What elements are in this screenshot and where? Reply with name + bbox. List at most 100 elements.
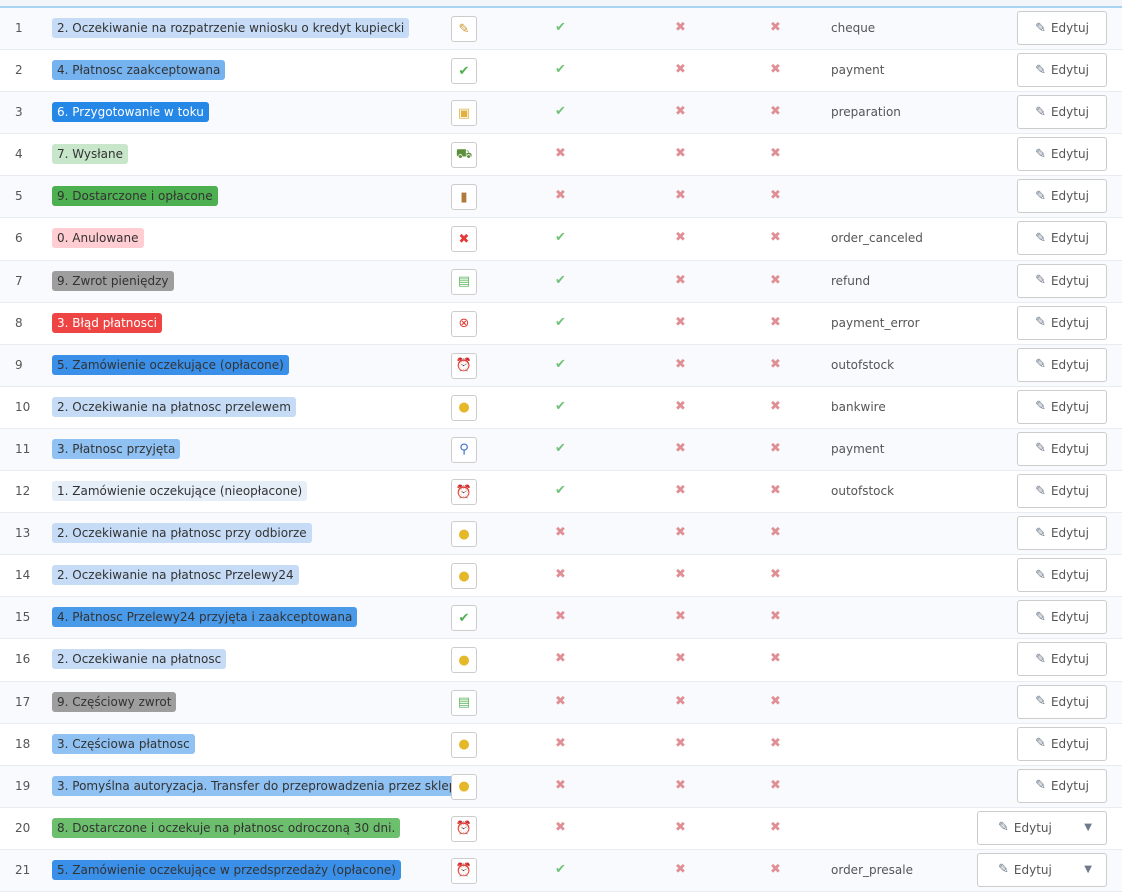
cross-icon[interactable]: ✖: [675, 567, 686, 583]
cross-icon[interactable]: ✖: [770, 861, 781, 877]
table-row: 13 2. Oczekiwanie na płatnosc przy odbio…: [0, 513, 1122, 556]
edit-button[interactable]: ✎ Edytuj: [1017, 263, 1107, 298]
edit-button[interactable]: ✎ Edytuj ▼: [977, 810, 1107, 845]
cross-icon[interactable]: ✖: [675, 104, 686, 120]
check-icon[interactable]: ✔: [555, 62, 566, 78]
edit-button[interactable]: ✎ Edytuj: [1017, 11, 1107, 45]
check-icon[interactable]: ✔: [555, 440, 566, 456]
check-icon[interactable]: ✔: [555, 483, 566, 499]
cross-icon[interactable]: ✖: [555, 146, 566, 162]
edit-button[interactable]: ✎ Edytuj: [1017, 474, 1107, 509]
cross-icon[interactable]: ✖: [675, 693, 686, 709]
cross-icon[interactable]: ✖: [555, 609, 566, 625]
pencil-icon: ✎: [1035, 441, 1046, 457]
cross-icon[interactable]: ✖: [770, 62, 781, 78]
cross-icon[interactable]: ✖: [555, 188, 566, 204]
cross-icon[interactable]: ✖: [555, 525, 566, 541]
cross-icon[interactable]: ✖: [770, 20, 781, 35]
cross-icon[interactable]: ✖: [675, 188, 686, 204]
caret-down-icon[interactable]: ▼: [1084, 822, 1092, 834]
edit-button[interactable]: ✎ Edytuj: [1017, 137, 1107, 172]
template-name: outofstock: [831, 357, 895, 372]
edit-button[interactable]: ✎ Edytuj: [1017, 684, 1107, 719]
cross-icon[interactable]: ✖: [555, 651, 566, 667]
status-badge: 5. Zamówienie oczekujące w przedsprzedaż…: [52, 859, 401, 880]
cross-icon[interactable]: ✖: [675, 62, 686, 78]
cross-icon[interactable]: ✖: [770, 735, 781, 751]
cross-icon[interactable]: ✖: [770, 188, 781, 204]
edit-button[interactable]: ✎ Edytuj: [1017, 600, 1107, 635]
cross-icon[interactable]: ✖: [770, 609, 781, 625]
check-icon[interactable]: ✔: [555, 861, 566, 877]
status-badge: 2. Oczekiwanie na rozpatrzenie wniosku o…: [52, 18, 410, 38]
cross-icon[interactable]: ✖: [675, 483, 686, 499]
edit-button[interactable]: ✎ Edytuj: [1017, 53, 1107, 88]
cross-icon[interactable]: ✖: [555, 819, 566, 835]
edit-button[interactable]: ✎ Edytuj: [1017, 389, 1107, 424]
edit-button[interactable]: ✎ Edytuj: [1017, 516, 1107, 551]
cross-icon[interactable]: ✖: [675, 230, 686, 246]
check-icon[interactable]: ✔: [555, 272, 566, 288]
cross-icon[interactable]: ✖: [675, 777, 686, 793]
edit-button[interactable]: ✎ Edytuj: [1017, 642, 1107, 677]
check-icon[interactable]: ✔: [555, 230, 566, 246]
cross-icon[interactable]: ✖: [675, 356, 686, 372]
cross-icon[interactable]: ✖: [675, 314, 686, 330]
cross-icon[interactable]: ✖: [675, 525, 686, 541]
cross-icon[interactable]: ✖: [675, 440, 686, 456]
cross-icon[interactable]: ✖: [675, 861, 686, 877]
truck-icon: ⛟: [451, 142, 477, 169]
table-row: 17 9. Częściowy zwrot ▤ ✖ ✖ ✖ ✎ Edytuj: [0, 681, 1122, 724]
cross-icon[interactable]: ✖: [675, 819, 686, 835]
edit-button[interactable]: ✎ Edytuj: [1017, 305, 1107, 340]
row-id: 17: [15, 694, 31, 709]
cross-icon[interactable]: ✖: [770, 525, 781, 541]
edit-button[interactable]: ✎ Edytuj: [1017, 221, 1107, 256]
cross-icon[interactable]: ✖: [770, 314, 781, 330]
cross-icon[interactable]: ✖: [770, 693, 781, 709]
cross-icon[interactable]: ✖: [770, 398, 781, 414]
check-icon[interactable]: ✔: [555, 356, 566, 372]
cross-icon[interactable]: ✖: [555, 735, 566, 751]
cross-icon[interactable]: ✖: [675, 146, 686, 162]
check-icon[interactable]: ✔: [555, 104, 566, 120]
cross-icon[interactable]: ✖: [555, 777, 566, 793]
cross-icon[interactable]: ✖: [675, 272, 686, 288]
check-icon[interactable]: ✔: [555, 20, 566, 35]
cross-icon[interactable]: ✖: [770, 777, 781, 793]
cross-icon[interactable]: ✖: [555, 693, 566, 709]
pencil-icon: ✎: [1035, 20, 1046, 36]
edit-button[interactable]: ✎ Edytuj: [1017, 347, 1107, 382]
cross-icon[interactable]: ✖: [675, 609, 686, 625]
check-icon[interactable]: ✔: [555, 314, 566, 330]
row-id: 4: [15, 147, 23, 162]
template-name: cheque: [831, 21, 876, 35]
edit-button[interactable]: ✎ Edytuj: [1017, 179, 1107, 214]
money-icon: ▤: [451, 689, 477, 716]
cross-icon[interactable]: ✖: [770, 440, 781, 456]
cross-icon[interactable]: ✖: [770, 819, 781, 835]
cross-icon[interactable]: ✖: [675, 735, 686, 751]
check-icon[interactable]: ✔: [555, 398, 566, 414]
template-name: order_canceled: [831, 231, 923, 246]
cross-icon[interactable]: ✖: [675, 20, 686, 35]
edit-button[interactable]: ✎ Edytuj ▼: [977, 852, 1107, 887]
cross-icon[interactable]: ✖: [770, 651, 781, 667]
edit-button[interactable]: ✎ Edytuj: [1017, 95, 1107, 130]
cross-icon[interactable]: ✖: [770, 356, 781, 372]
row-id: 3: [15, 105, 23, 120]
cross-icon[interactable]: ✖: [770, 230, 781, 246]
cross-icon[interactable]: ✖: [555, 567, 566, 583]
edit-button[interactable]: ✎ Edytuj: [1017, 768, 1107, 803]
cross-icon[interactable]: ✖: [770, 483, 781, 499]
cross-icon[interactable]: ✖: [770, 567, 781, 583]
cross-icon[interactable]: ✖: [675, 651, 686, 667]
edit-button[interactable]: ✎ Edytuj: [1017, 558, 1107, 593]
edit-button[interactable]: ✎ Edytuj: [1017, 431, 1107, 466]
cross-icon[interactable]: ✖: [770, 272, 781, 288]
cross-icon[interactable]: ✖: [770, 146, 781, 162]
cross-icon[interactable]: ✖: [770, 104, 781, 120]
caret-down-icon[interactable]: ▼: [1084, 864, 1092, 876]
cross-icon[interactable]: ✖: [675, 398, 686, 414]
edit-button[interactable]: ✎ Edytuj: [1017, 726, 1107, 761]
